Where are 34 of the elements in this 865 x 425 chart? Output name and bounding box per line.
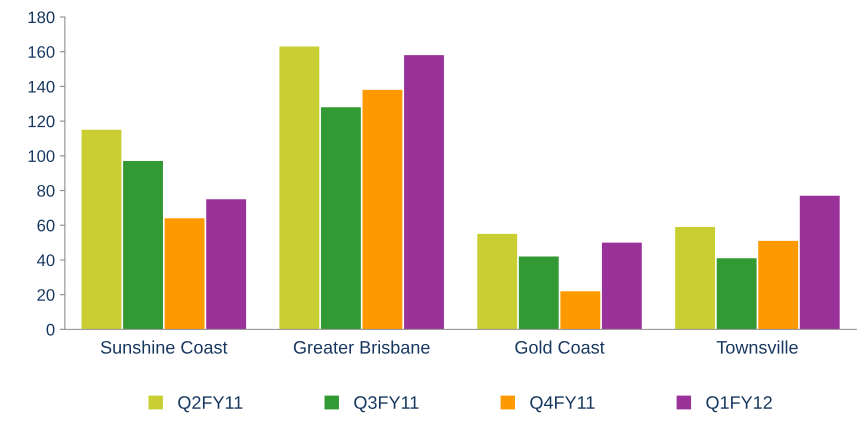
bar bbox=[758, 240, 798, 330]
bar bbox=[404, 55, 444, 330]
x-tick-label: Sunshine Coast bbox=[100, 340, 228, 354]
bar bbox=[123, 161, 163, 330]
bar bbox=[82, 130, 122, 330]
bar bbox=[518, 256, 559, 330]
y-tick-label: 120 bbox=[28, 116, 55, 128]
legend-label: Q4FY11 bbox=[530, 396, 594, 412]
bar bbox=[279, 46, 320, 330]
bar bbox=[800, 196, 840, 330]
y-tick-label: 20 bbox=[37, 289, 55, 301]
bar bbox=[602, 242, 642, 330]
x-tick-label: Townsville bbox=[716, 340, 798, 354]
bar bbox=[716, 258, 757, 330]
legend-label: Q1FY12 bbox=[706, 396, 772, 412]
y-tick-label: 140 bbox=[28, 80, 55, 93]
y-tick-label: 160 bbox=[28, 46, 55, 58]
y-tick-label: 0 bbox=[46, 324, 54, 336]
y-tick-label: 60 bbox=[37, 220, 55, 232]
legend-label: Q2FY11 bbox=[178, 396, 242, 412]
bar bbox=[206, 199, 246, 330]
x-tick-label: Greater Brisbane bbox=[294, 340, 430, 354]
y-tick-label: 100 bbox=[28, 150, 55, 162]
x-tick-label: Gold Coast bbox=[515, 340, 605, 354]
y-tick-label: 80 bbox=[37, 184, 55, 197]
bar bbox=[560, 291, 600, 330]
bar bbox=[477, 234, 518, 330]
bar bbox=[362, 90, 402, 330]
y-tick-label: 180 bbox=[28, 11, 55, 24]
y-tick-label: 40 bbox=[37, 254, 55, 266]
bar bbox=[164, 218, 205, 330]
bar bbox=[320, 107, 361, 330]
legend-label: Q3FY11 bbox=[354, 396, 418, 412]
bar bbox=[675, 226, 716, 330]
